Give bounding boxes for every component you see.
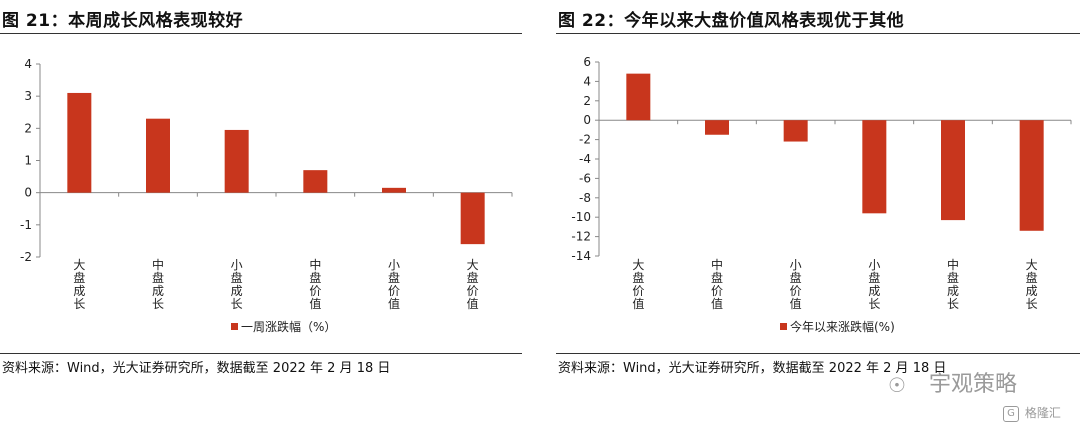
legend-swatch (231, 323, 238, 330)
y-tick-label: 6 (583, 55, 591, 69)
figure-22-panel: 图 22：今年以来大盘价值风格表现优于其他 6 4 2 0 -2 -4 -6 -8 -10 -12… (556, 0, 1080, 380)
bar-大盘价值 (626, 73, 651, 121)
bar-中盘价值 (303, 170, 328, 193)
category-label: 大盘成长 (1026, 258, 1038, 311)
y-tick-label: -10 (571, 210, 591, 224)
bar-小盘成长 (224, 129, 249, 193)
category-label: 大盘价值 (467, 258, 479, 311)
figure-22-top-rule (556, 33, 1080, 34)
y-tick-label: 3 (24, 89, 32, 103)
gelonghui-icon: G (1003, 405, 1019, 422)
figure-22-bar-chart: 6 4 2 0 -2 -4 -6 -8 -10 -12 -14 大盘价值 中盘价值 小盘价值 小盘成长 中盘成… (571, 55, 1072, 334)
category-label: 中盘价值 (711, 257, 723, 311)
y-tick-label: -4 (579, 152, 591, 166)
legend-label: 一周涨跌幅（%） (241, 319, 336, 334)
category-label: 大盘成长 (73, 258, 85, 311)
y-tick-label: -1 (20, 218, 32, 232)
category-label: 小盘价值 (790, 258, 802, 311)
y-tick-label: -8 (579, 191, 591, 205)
category-label: 中盘价值 (309, 257, 321, 311)
y-tick-label: 4 (24, 57, 32, 71)
y-tick-label: -2 (579, 133, 591, 147)
figure-21-source: 资料来源：Wind，光大证券研究所，数据截至 2022 年 2 月 18 日 (2, 361, 391, 376)
y-tick-label: 0 (583, 113, 591, 127)
legend-swatch (780, 323, 787, 330)
y-tick-label: 2 (24, 121, 32, 135)
bar-小盘价值 (783, 120, 808, 142)
figure-21-bottom-rule (0, 353, 522, 354)
watermark-text: 宇观策略 (929, 372, 1018, 397)
category-label: 小盘价值 (388, 258, 400, 311)
y-tick-label: 1 (24, 154, 32, 168)
bar-中盘成长 (146, 118, 170, 193)
bar-中盘价值 (705, 120, 729, 135)
figure-22-title: 图 22：今年以来大盘价值风格表现优于其他 (558, 11, 905, 31)
figure-22-bottom-rule (556, 353, 1080, 354)
brand-text: 格隆汇 (1024, 406, 1061, 420)
legend-label: 今年以来涨跌幅(%) (790, 319, 895, 334)
figure-21-panel: 图 21：本周成长风格表现较好 4 3 2 1 0 -1 -2 大盘成长 中盘成长 小盘成长 中盘价… (0, 0, 522, 380)
category-label: 中盘成长 (152, 257, 164, 311)
bar-中盘成长 (941, 120, 965, 221)
category-label: 小盘成长 (231, 258, 243, 311)
y-tick-label: -14 (571, 249, 591, 263)
y-tick-label: -12 (571, 230, 591, 244)
watermark: ☉ 宇观策略 (888, 366, 1078, 397)
category-label: 小盘成长 (868, 258, 880, 311)
y-tick-label: 4 (583, 74, 591, 88)
figure-22-source: 资料来源：Wind，光大证券研究所，数据截至 2022 年 2 月 18 日 (558, 361, 947, 376)
bar-大盘成长 (1019, 120, 1044, 231)
y-tick-label: -6 (579, 171, 591, 185)
brand-logo: G 格隆汇 (1003, 404, 1061, 422)
y-tick-label: 0 (24, 186, 32, 200)
bar-大盘价值 (460, 192, 485, 245)
figure-21-top-rule (0, 33, 522, 34)
category-label: 中盘成长 (947, 257, 959, 311)
bar-小盘成长 (862, 120, 887, 214)
y-tick-label: -2 (20, 250, 32, 264)
wechat-icon: ☉ (888, 373, 906, 397)
figure-21-title: 图 21：本周成长风格表现较好 (2, 11, 244, 31)
bar-大盘成长 (67, 92, 92, 193)
figure-21-bar-chart: 4 3 2 1 0 -1 -2 大盘成长 中盘成长 小盘成长 中盘价值 小盘价值 大盘价值一周涨跌幅（%… (20, 57, 513, 334)
bar-小盘价值 (382, 187, 406, 193)
y-tick-label: 2 (583, 94, 591, 108)
category-label: 大盘价值 (632, 258, 644, 311)
